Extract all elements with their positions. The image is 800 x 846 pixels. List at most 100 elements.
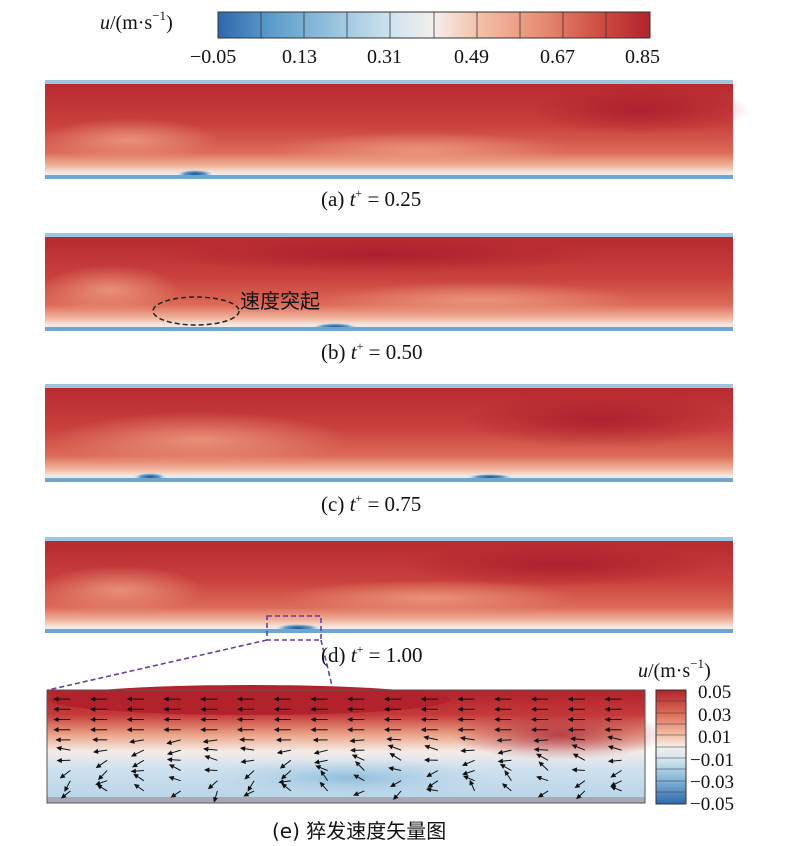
vector-arrowhead bbox=[168, 764, 175, 769]
zoom-line-right bbox=[320, 639, 334, 691]
vector-arrowhead bbox=[350, 747, 356, 753]
vector-arrowhead bbox=[462, 770, 468, 776]
zoom-box bbox=[266, 615, 322, 641]
caption-a-value: = 0.25 bbox=[362, 187, 422, 211]
vector-arrowhead bbox=[604, 716, 610, 723]
top-colorbar-title-exp: −1 bbox=[152, 8, 167, 23]
vector-arrowhead bbox=[279, 763, 286, 769]
vector-arrowhead bbox=[457, 716, 463, 723]
vector-arrowhead bbox=[313, 749, 320, 755]
inset-tick-3: −0.01 bbox=[690, 750, 734, 771]
vector-arrowhead bbox=[53, 706, 59, 712]
caption-d-value: = 1.00 bbox=[363, 643, 423, 667]
top-colorbar-title-close: ) bbox=[166, 12, 173, 34]
vector-arrowhead bbox=[59, 773, 66, 779]
inset-colorbar-title-unit: /(m·s bbox=[648, 660, 691, 682]
top-tick-0: −0.05 bbox=[190, 46, 237, 68]
vector-arrowhead bbox=[424, 757, 430, 763]
vector-arrowhead bbox=[457, 696, 463, 702]
vector-arrowhead bbox=[89, 727, 96, 733]
vector-arrowhead bbox=[166, 739, 172, 745]
vector-arrowhead bbox=[130, 768, 137, 774]
vector-arrowhead bbox=[275, 737, 282, 743]
top-colorbar-title-var: u bbox=[100, 12, 110, 34]
vector-arrowhead bbox=[204, 767, 210, 773]
vector-arrowhead bbox=[457, 727, 463, 733]
vector-arrowhead bbox=[494, 706, 500, 712]
vector-arrowhead bbox=[55, 737, 61, 743]
vector-arrowhead bbox=[163, 716, 169, 723]
vector-arrowhead bbox=[383, 716, 390, 723]
vector-arrowhead bbox=[276, 749, 283, 755]
vector-arrowhead bbox=[576, 793, 582, 800]
vector-arrowhead bbox=[126, 696, 132, 702]
caption-c-value: = 0.75 bbox=[362, 492, 422, 516]
vector-arrowhead bbox=[281, 773, 287, 780]
vector-arrowhead bbox=[423, 735, 429, 741]
vector-arrowhead bbox=[533, 738, 539, 744]
vector-arrowhead bbox=[610, 785, 617, 791]
top-tick-1: 0.13 bbox=[282, 46, 317, 68]
vector-arrowhead bbox=[426, 772, 433, 777]
vector-arrowhead bbox=[310, 727, 316, 733]
vector-arrowhead bbox=[243, 791, 250, 797]
top-colorbar-title: u/(m·s−1) bbox=[100, 8, 173, 35]
top-tick-5: 0.85 bbox=[625, 46, 660, 68]
vector-arrowhead bbox=[353, 791, 359, 796]
inset-tick-4: −0.03 bbox=[690, 772, 734, 793]
caption-d-sup: + bbox=[356, 642, 364, 656]
vector-arrowhead bbox=[240, 758, 246, 764]
vector-arrowhead bbox=[386, 736, 392, 742]
vector-arrowhead bbox=[355, 761, 361, 767]
vector-arrowhead bbox=[383, 706, 390, 712]
vector-arrowhead bbox=[460, 748, 466, 754]
vector-arrowhead bbox=[273, 696, 279, 702]
vector-arrowhead bbox=[383, 727, 390, 733]
caption-c-prefix: (c) bbox=[321, 492, 350, 516]
inset-tick-0: 0.05 bbox=[698, 682, 732, 703]
vector-arrowhead bbox=[504, 770, 510, 776]
inset-colorbar-title-exp: −1 bbox=[690, 656, 705, 671]
vector-arrowhead bbox=[538, 761, 545, 767]
vector-arrowhead bbox=[347, 716, 353, 723]
vector-arrowhead bbox=[530, 696, 537, 702]
vector-arrowhead bbox=[126, 706, 132, 712]
vector-arrowhead bbox=[533, 747, 540, 753]
panel-d-field bbox=[35, 537, 733, 633]
vector-arrowhead bbox=[496, 737, 502, 743]
top-colorbar-title-unit: /(m·s bbox=[110, 12, 153, 34]
caption-a: (a) t+ = 0.25 bbox=[321, 186, 421, 212]
vector-arrowhead bbox=[567, 727, 573, 733]
vector-arrowhead bbox=[53, 716, 59, 723]
vector-arrowhead bbox=[166, 757, 173, 763]
vector-arrowhead bbox=[572, 753, 579, 759]
vector-arrowhead bbox=[574, 782, 581, 789]
vector-arrowhead bbox=[567, 706, 573, 712]
vector-arrowhead bbox=[163, 696, 169, 702]
vector-arrowhead bbox=[64, 786, 70, 792]
caption-a-prefix: (a) bbox=[321, 187, 350, 211]
panel-b-field bbox=[40, 233, 733, 331]
vector-arrowhead bbox=[56, 746, 62, 751]
vector-arrowhead bbox=[425, 787, 432, 793]
vector-arrowhead bbox=[163, 706, 169, 712]
inset-colorbar-title-close: ) bbox=[704, 660, 711, 682]
caption-d: (d) t+ = 1.00 bbox=[321, 642, 422, 668]
vector-arrowhead bbox=[98, 774, 104, 781]
vector-arrowhead bbox=[567, 696, 573, 702]
vector-arrowhead bbox=[607, 735, 613, 741]
vector-arrowhead bbox=[388, 766, 394, 772]
vector-arrowhead bbox=[420, 706, 426, 712]
vector-arrowhead bbox=[273, 716, 279, 723]
vector-arrowhead bbox=[427, 782, 434, 788]
caption-b-var: t bbox=[350, 340, 357, 364]
vector-arrowhead bbox=[499, 764, 506, 769]
vector-arrowhead bbox=[200, 706, 206, 712]
vector-arrowhead bbox=[278, 779, 284, 785]
vector-arrowhead bbox=[604, 706, 610, 712]
velocity-bump-marker bbox=[152, 296, 240, 326]
vector-arrowhead bbox=[610, 772, 617, 778]
top-tick-2: 0.31 bbox=[367, 46, 402, 68]
vector-arrowhead bbox=[236, 696, 243, 702]
vector-arrowhead bbox=[461, 761, 468, 766]
